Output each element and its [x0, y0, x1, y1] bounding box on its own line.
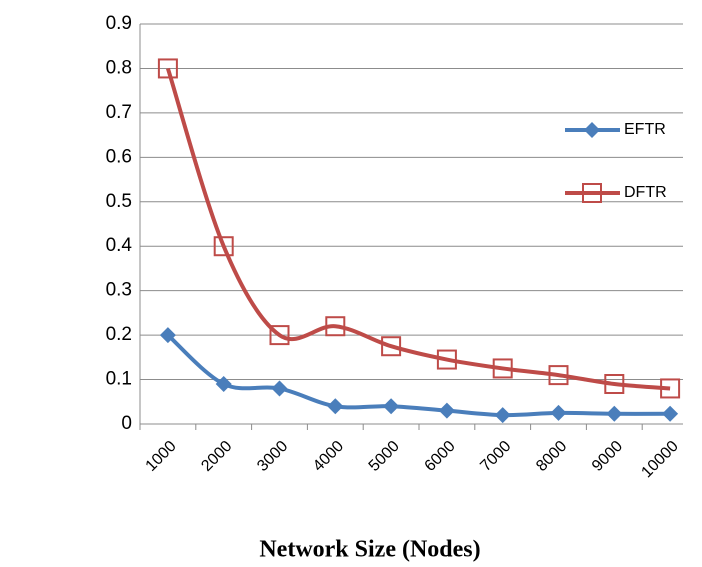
x-tick-label: 6000	[422, 438, 459, 475]
marker	[381, 336, 402, 357]
y-tick-label: 0.8	[106, 57, 132, 78]
x-tick-label: 10000	[638, 438, 682, 482]
x-axis-title: Network Size (Nodes)	[259, 537, 480, 563]
x-tick-label: 5000	[366, 438, 403, 475]
marker	[604, 374, 625, 394]
marker	[215, 376, 232, 392]
marker	[584, 122, 600, 138]
series-line	[165, 67, 671, 391]
series	[159, 327, 679, 424]
marker	[438, 402, 455, 419]
marker	[269, 325, 290, 346]
y-tick-label: 0.6	[106, 146, 132, 167]
x-tick-label: 8000	[533, 438, 570, 475]
marker	[582, 183, 602, 203]
y-tick-label: 0.3	[106, 280, 132, 301]
marker	[436, 349, 457, 370]
marker	[492, 358, 513, 379]
marker	[383, 398, 400, 415]
y-tick-label: 0.7	[106, 102, 132, 123]
y-tick-label: 0.5	[106, 191, 132, 212]
x-tick-label: 1000	[143, 438, 180, 475]
legend-label: DFTR	[624, 184, 667, 201]
series-line	[166, 333, 671, 418]
marker	[494, 407, 511, 424]
marker	[157, 58, 178, 79]
y-tick-label: 0.9	[106, 13, 132, 34]
y-tick-label: 0.1	[106, 369, 132, 390]
x-tick-label: 4000	[310, 438, 347, 475]
y-tick-label: 0	[121, 413, 132, 434]
marker	[662, 405, 679, 422]
series	[157, 58, 681, 399]
marker	[548, 365, 569, 386]
x-tick-label: 2000	[198, 438, 235, 475]
marker	[159, 327, 176, 344]
legend-label: EFTR	[624, 121, 666, 138]
marker	[550, 404, 567, 421]
y-tick-label: 0.2	[106, 324, 132, 345]
marker	[327, 398, 344, 415]
marker	[213, 236, 234, 257]
y-tick-label: 0.4	[106, 235, 133, 256]
marker	[271, 380, 288, 397]
x-tick-label: 3000	[254, 438, 291, 475]
marker	[325, 316, 346, 337]
marker	[606, 405, 623, 422]
marker	[660, 378, 681, 399]
x-tick-label: 7000	[477, 438, 514, 475]
x-tick-label: 9000	[589, 438, 626, 475]
